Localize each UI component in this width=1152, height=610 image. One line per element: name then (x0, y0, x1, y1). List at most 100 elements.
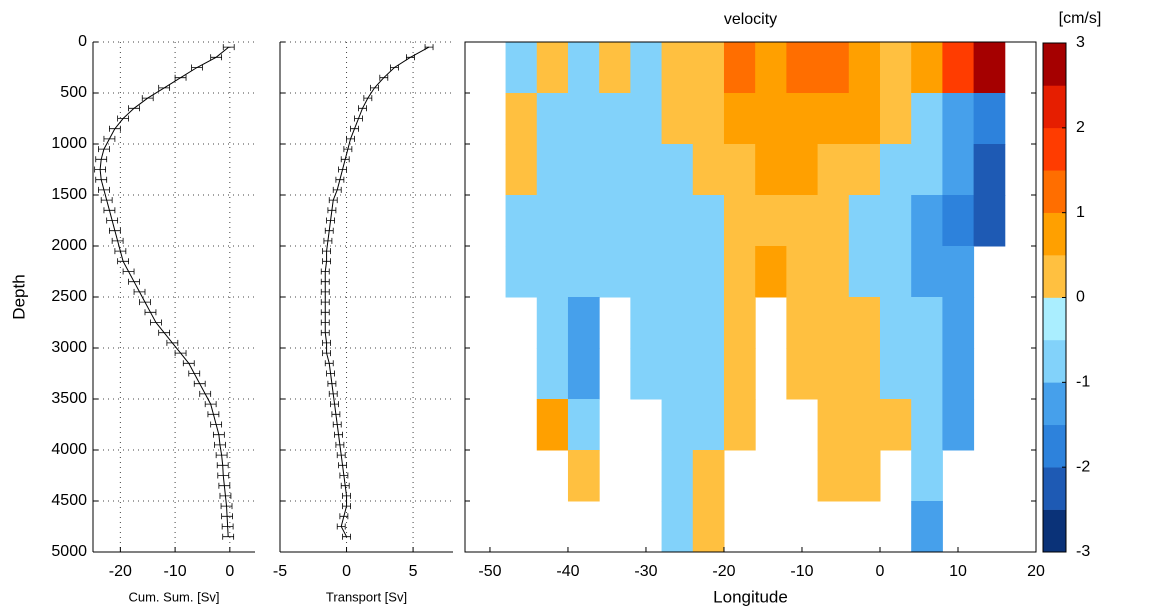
error-bar (320, 288, 330, 295)
error-bar (106, 217, 119, 224)
colorbar-bin (1043, 339, 1066, 383)
velocity-cell (505, 42, 538, 94)
error-bar (139, 299, 151, 306)
error-bar (324, 360, 334, 367)
velocity-cell (692, 144, 725, 196)
y-tick-label: 5000 (51, 543, 87, 560)
error-bar (111, 237, 124, 244)
x-tick-label: 20 (1027, 563, 1045, 580)
velocity-cell (942, 93, 975, 145)
velocity-cell (661, 297, 694, 349)
error-bar (354, 115, 363, 122)
error-bar (338, 166, 347, 173)
error-bar (215, 452, 228, 459)
error-bar (218, 482, 231, 489)
error-bar (220, 503, 233, 510)
error-bar (336, 523, 346, 530)
error-bar (141, 95, 154, 102)
y-tick-label: 2500 (51, 288, 87, 305)
error-bar (343, 146, 353, 153)
velocity-cell (630, 348, 663, 400)
error-bar (327, 207, 337, 214)
velocity-cell (630, 246, 663, 298)
velocity-cell (942, 42, 975, 94)
velocity-cell (817, 195, 850, 247)
colorbar-bin (1043, 382, 1066, 426)
error-bar (182, 360, 195, 367)
velocity-cell (817, 93, 850, 145)
velocity-cell (661, 450, 694, 502)
error-bar (339, 472, 349, 479)
velocity-cell (786, 144, 819, 196)
error-bar (98, 146, 110, 153)
error-bar (217, 472, 230, 479)
y-axis-label: Depth (9, 274, 28, 319)
error-bar (322, 339, 331, 346)
error-bar (350, 125, 359, 132)
chart-title: velocity (724, 11, 777, 28)
velocity-cell (879, 195, 912, 247)
velocity-cell (942, 144, 975, 196)
error-bar (336, 452, 346, 459)
y-tick-label: 4000 (51, 441, 87, 458)
colorbar-bin (1043, 424, 1066, 468)
error-bar (340, 156, 350, 163)
velocity-cell (755, 42, 787, 94)
error-bar (214, 441, 226, 448)
error-bar (103, 135, 116, 142)
error-bar (174, 74, 187, 81)
velocity-cell (786, 348, 819, 400)
velocity-cell (942, 246, 975, 298)
error-bar (326, 370, 335, 377)
velocity-cell (942, 195, 975, 247)
error-bar (335, 176, 345, 183)
error-bar (95, 156, 108, 163)
velocity-cell (911, 246, 943, 298)
error-bar (328, 390, 338, 397)
velocity-cell (567, 450, 600, 502)
error-bar (117, 115, 129, 122)
colorbar-bin (1043, 509, 1066, 553)
velocity-cell (817, 348, 850, 400)
error-bar (117, 258, 129, 265)
error-bar (128, 105, 140, 112)
error-bar (103, 207, 116, 214)
velocity-cell (536, 195, 569, 247)
velocity-cell (536, 42, 569, 94)
velocity-cell (630, 144, 663, 196)
velocity-cell (567, 399, 600, 451)
error-bar (320, 299, 330, 306)
profile-line (324, 46, 430, 537)
velocity-cell (879, 144, 912, 196)
velocity-cell (911, 195, 943, 247)
error-bar (109, 125, 121, 132)
colorbar-tick-label: 3 (1076, 34, 1085, 51)
error-bar (114, 248, 127, 255)
velocity-cell (817, 297, 850, 349)
velocity-cell (536, 144, 569, 196)
error-bar (338, 462, 347, 469)
profile-line (99, 46, 230, 537)
error-bar (188, 370, 201, 377)
error-bar (95, 176, 108, 183)
velocity-cell (723, 144, 756, 196)
velocity-cell (879, 399, 912, 451)
velocity-cell (723, 195, 756, 247)
velocity-cell (879, 348, 912, 400)
velocity-cell (755, 93, 787, 145)
velocity-cell (567, 246, 600, 298)
colorbar-bin (1043, 467, 1066, 510)
y-tick-label: 2000 (51, 237, 87, 254)
error-bar (335, 441, 345, 448)
velocity-cell (692, 42, 725, 94)
velocity-cell (817, 144, 850, 196)
error-bar (358, 105, 367, 112)
y-tick-label: 1500 (51, 186, 87, 203)
velocity-cell (567, 93, 600, 145)
error-bar (216, 462, 229, 469)
velocity-cell (599, 42, 631, 94)
error-bar (213, 431, 225, 438)
colorbar-tick-label: -1 (1076, 374, 1090, 391)
y-tick-label: 1000 (51, 135, 87, 152)
velocity-cell (879, 246, 912, 298)
